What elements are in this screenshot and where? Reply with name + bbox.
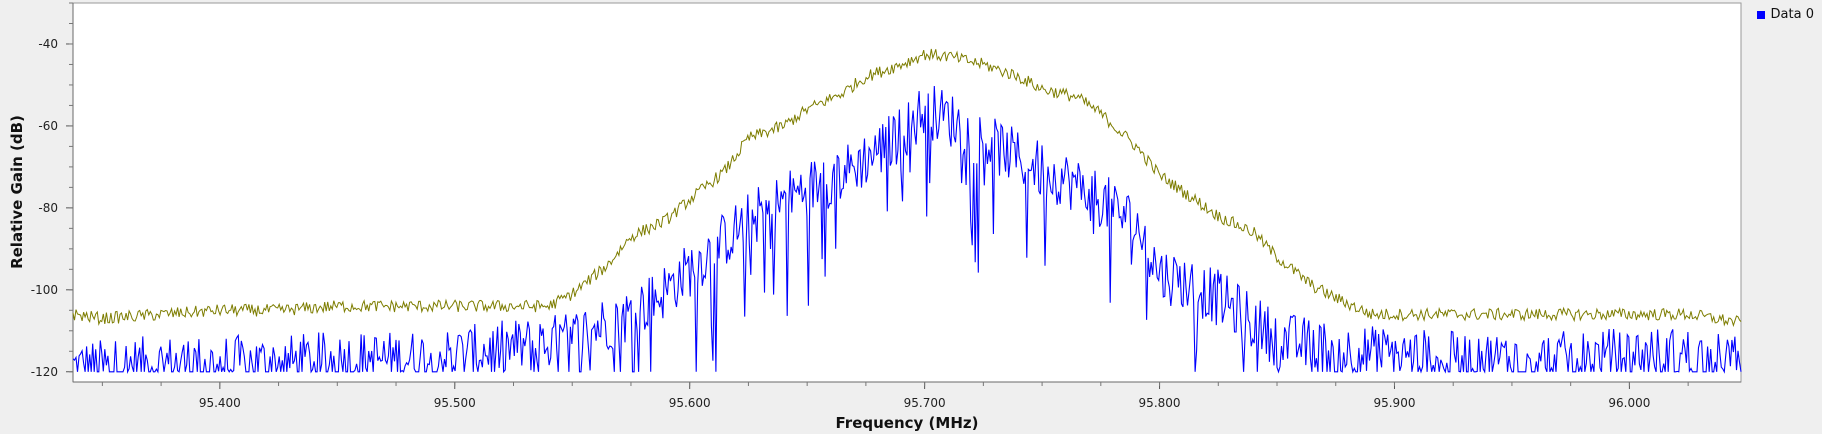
x-tick-label: 95.500: [434, 396, 476, 410]
series-line-reference: [72, 48, 1742, 328]
legend: Data 0: [1756, 7, 1814, 22]
x-tick-label: 95.400: [199, 396, 241, 410]
y-tick-label: -40: [38, 37, 58, 51]
x-tick-label: 96.000: [1608, 396, 1650, 410]
y-tick-label: -60: [38, 119, 58, 133]
x-tick-label: 95.800: [1139, 396, 1181, 410]
y-tick-label: -100: [31, 283, 58, 297]
y-axis-title: Relative Gain (dB): [8, 115, 26, 269]
series-line-data-0: [72, 85, 1742, 374]
x-tick-label: 95.900: [1373, 396, 1415, 410]
y-tick-label: -120: [31, 365, 58, 379]
x-tick-label: 95.700: [904, 396, 946, 410]
plot-canvas: [72, 2, 1742, 383]
y-tick-label: -80: [38, 201, 58, 215]
legend-swatch-data-0: [1756, 10, 1765, 19]
y-axis-ticks: -40 -60 -80 -100 -120: [31, 2, 73, 379]
series-lines: [72, 48, 1742, 374]
legend-label-data-0: Data 0: [1770, 7, 1814, 22]
x-tick-label: 95.600: [669, 396, 711, 410]
x-axis-title: Frequency (MHz): [836, 414, 979, 432]
x-axis-ticks: 95.400 95.500 95.600 95.700 95.800 95.900 96.0…: [101, 382, 1689, 410]
